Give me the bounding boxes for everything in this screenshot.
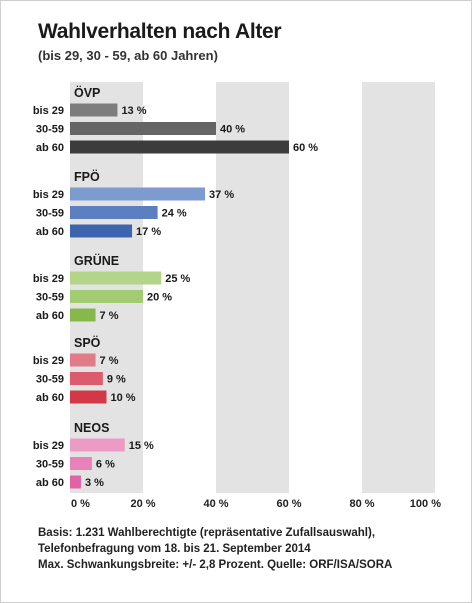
bar [70, 140, 289, 154]
value-label: 40 % [220, 124, 245, 136]
category-label: bis 29 [33, 105, 64, 117]
bar [70, 475, 81, 489]
bar [70, 224, 133, 238]
footnote-line: Max. Schwankungsbreite: +/- 2,8 Prozent.… [38, 559, 393, 571]
x-tick-label: 100 % [410, 498, 441, 510]
category-label: 30-59 [36, 124, 64, 136]
bar [70, 308, 96, 322]
x-tick-label: 20 % [130, 498, 155, 510]
bar-chart: 0 % 20 % 40 % 60 % 80 % 100 % ÖVP bis 29 13 % 30-… [33, 82, 441, 510]
category-label: 30-59 [36, 292, 64, 304]
value-label: 20 % [147, 292, 172, 304]
bar [70, 390, 107, 404]
category-label: bis 29 [33, 189, 64, 201]
bar [70, 206, 158, 219]
value-label: 7 % [100, 310, 119, 322]
bar [70, 290, 143, 303]
value-label: 9 % [107, 374, 126, 386]
party-label: ÖVP [74, 85, 100, 100]
value-label: 25 % [165, 273, 190, 285]
category-label: ab 60 [36, 477, 64, 489]
value-label: 15 % [129, 440, 154, 452]
category-label: 30-59 [36, 459, 64, 471]
category-label: ab 60 [36, 392, 64, 404]
chart-title: Wahlverhalten nach Alter [38, 20, 282, 43]
category-label: ab 60 [36, 226, 64, 238]
x-tick-label: 0 % [71, 498, 90, 510]
x-tick-label: 40 % [203, 498, 228, 510]
bar [70, 103, 118, 117]
bar [70, 457, 92, 470]
party-label: SPÖ [74, 335, 101, 350]
bar [70, 122, 216, 135]
category-label: bis 29 [33, 355, 64, 367]
value-label: 7 % [100, 355, 119, 367]
party-label: NEOS [74, 421, 109, 435]
value-label: 24 % [162, 208, 187, 220]
category-label: bis 29 [33, 273, 64, 285]
category-label: 30-59 [36, 208, 64, 220]
value-label: 60 % [293, 142, 318, 154]
grid-band [362, 82, 435, 493]
category-label: bis 29 [33, 440, 64, 452]
value-label: 10 % [111, 392, 136, 404]
value-label: 17 % [136, 226, 161, 238]
bar [70, 271, 162, 285]
chart-subtitle: (bis 29, 30 - 59, ab 60 Jahren) [38, 48, 218, 63]
footnote: Basis: 1.231 Wahlberechtigte (repräsenta… [38, 525, 392, 573]
category-label: ab 60 [36, 142, 64, 154]
x-tick-label: 60 % [276, 498, 301, 510]
grid-band [289, 82, 362, 493]
party-label: GRÜNE [74, 253, 119, 268]
bar [70, 438, 125, 452]
footnote-line: Telefonbefragung vom 18. bis 21. Septemb… [38, 543, 311, 555]
footnote-line: Basis: 1.231 Wahlberechtigte (repräsenta… [38, 527, 376, 539]
bar [70, 187, 206, 201]
value-label: 37 % [209, 189, 234, 201]
bar [70, 353, 96, 367]
category-label: ab 60 [36, 310, 64, 322]
category-label: 30-59 [36, 374, 64, 386]
party-label: FPÖ [74, 169, 100, 184]
value-label: 6 % [96, 459, 115, 471]
x-tick-label: 80 % [349, 498, 374, 510]
value-label: 3 % [85, 477, 104, 489]
value-label: 13 % [121, 105, 146, 117]
bar [70, 372, 103, 385]
